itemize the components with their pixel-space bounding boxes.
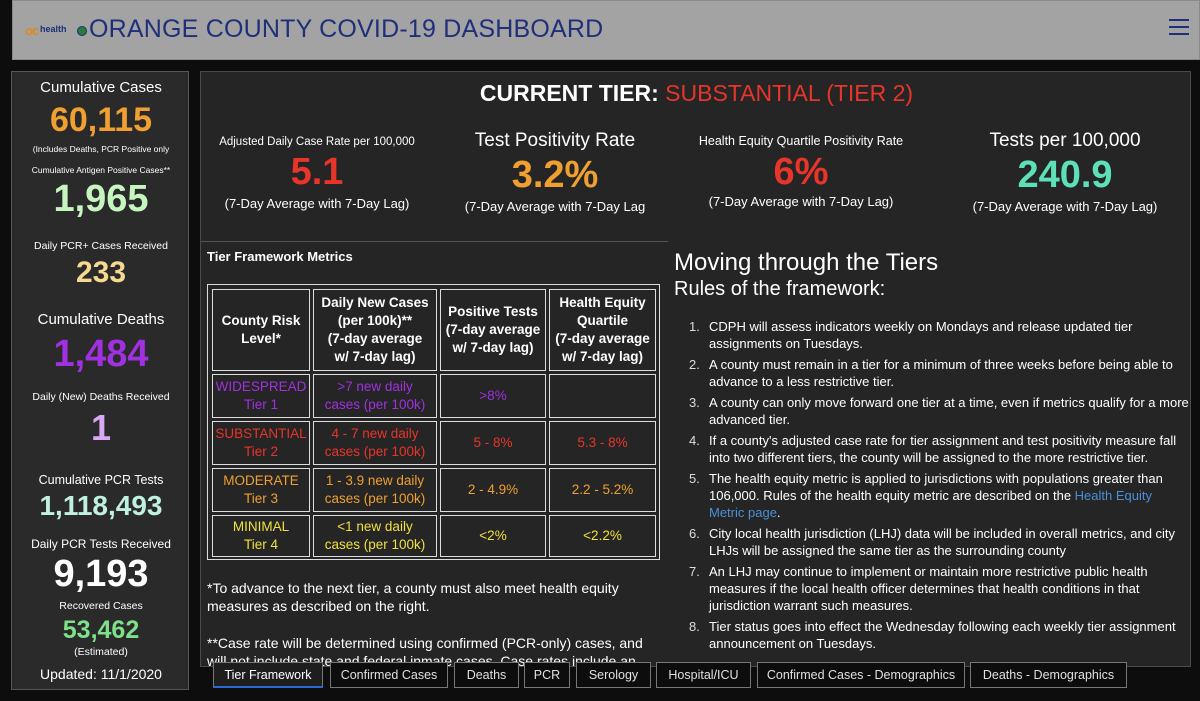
daily-pcr-tests-value: 9,193 [53, 553, 149, 595]
tab-hospital-icu[interactable]: Hospital/ICU [656, 662, 751, 688]
tab-confirmed-cases[interactable]: Confirmed Cases [330, 662, 448, 688]
page-title: ORANGE COUNTY COVID-19 DASHBOARD [89, 15, 604, 43]
row-widespread-equity [549, 374, 656, 418]
rule-item: 2. A county must remain in a tier for a m… [689, 357, 1173, 389]
case-rate-label: Adjusted Daily Case Rate per 100,000 [219, 136, 415, 148]
section-divider [201, 241, 668, 242]
row-minimal-positive: <2% [440, 515, 546, 557]
daily-pcr-positive-label: Daily PCR+ Cases Received [34, 240, 168, 252]
daily-deaths-value: 1 [90, 407, 112, 448]
case-rate-sub: (7-Day Average with 7-Day Lag) [224, 196, 410, 211]
health-equity-value: 6% [773, 151, 829, 193]
row-minimal-level: MINIMAL Tier 4 [212, 515, 310, 557]
test-positivity-label: Test Positivity Rate [474, 130, 636, 151]
test-positivity-value: 3.2% [511, 154, 599, 196]
moving-tiers-subtitle: Rules of the framework: [674, 278, 886, 300]
current-tier-heading: CURRENT TIER: SUBSTANTIAL (TIER 2) [201, 80, 1190, 107]
row-widespread-positive: >8% [440, 374, 546, 418]
cumulative-deaths-label: Cumulative Deaths [37, 311, 165, 328]
cumulative-pcr-tests-label: Cumulative PCR Tests [38, 473, 164, 487]
health-equity-label: Health Equity Quartile Positivity Rate [698, 134, 904, 148]
daily-pcr-tests-label: Daily PCR Tests Received [31, 537, 171, 551]
row-moderate-cases: 1 - 3.9 new daily cases (per 100k) [313, 468, 437, 512]
health-equity-link[interactable]: Health Equity Metric page [709, 488, 1152, 520]
tab-serology[interactable]: Serology [576, 662, 651, 688]
moving-tiers-title: Moving through the Tiers [674, 249, 939, 276]
tests-per-100k-label: Tests per 100,000 [989, 130, 1141, 151]
oc-health-logo: oc health [25, 23, 87, 39]
tier-framework-table: County Risk Level* Daily New Cases (per 10… [207, 284, 660, 560]
row-moderate-level: MODERATE Tier 3 [212, 468, 310, 512]
tests-per-100k-metric: Tests per 100,000 240.9 (7-Day Average w… [949, 130, 1181, 214]
rule-item: 3. A county can only move forward one tie… [689, 395, 1189, 427]
tier-panel: CURRENT TIER: SUBSTANTIAL (TIER 2) Adjus… [200, 71, 1191, 667]
logo-health-text: health [40, 24, 67, 34]
tab-deaths[interactable]: Deaths [454, 662, 519, 688]
recovered-note: (Estimated) [74, 646, 128, 658]
case-rate-value: 5.1 [290, 151, 344, 193]
tab-tier-framework[interactable]: Tier Framework [213, 662, 323, 688]
row-minimal-equity: <2.2% [549, 515, 656, 557]
tab-deaths-demographics[interactable]: Deaths - Demographics [970, 662, 1127, 688]
cumulative-cases-label: Cumulative Cases [40, 79, 162, 96]
health-equity-metric: Health Equity Quartile Positivity Rate 6… [681, 134, 921, 209]
tab-pcr[interactable]: PCR [524, 662, 570, 688]
updated-date: Updated: 11/1/2020 [40, 666, 162, 682]
framework-note-1: *To advance to the next tier, a county m… [207, 580, 619, 614]
rule-item: 6. City local health jurisdiction (LHJ) d… [689, 526, 1176, 558]
case-rate-metric: Adjusted Daily Case Rate per 100,000 5.1… [201, 136, 433, 211]
stats-sidebar: Cumulative Cases 60,115 (Includes Deaths… [11, 71, 189, 690]
current-tier-status: SUBSTANTIAL (TIER 2) [665, 80, 914, 106]
antigen-label: Cumulative Antigen Positive Cases** [31, 165, 171, 175]
test-positivity-metric: Test Positivity Rate 3.2% (7-Day Average… [441, 130, 669, 214]
tests-per-100k-value: 240.9 [1017, 154, 1113, 196]
header-risk-level: County Risk Level* [212, 289, 310, 371]
row-substantial-equity: 5.3 - 8% [549, 421, 656, 465]
row-substantial-cases: 4 - 7 new daily cases (per 100k) [313, 421, 437, 465]
cumulative-pcr-tests-value: 1,118,493 [39, 490, 163, 521]
row-substantial-level: SUBSTANTIAL Tier 2 [212, 421, 310, 465]
daily-pcr-positive-value: 233 [75, 256, 127, 289]
health-equity-sub: (7-Day Average with 7-Day Lag) [708, 194, 894, 209]
logo-oc-text: oc [25, 23, 39, 38]
cumulative-deaths-value: 1,484 [53, 333, 149, 375]
header-positive-tests: Positive Tests (7-day average w/ 7-day lag… [440, 289, 546, 371]
rule-item: 7. An LHJ may continue to implement or ma… [689, 564, 1148, 613]
cumulative-cases-value: 60,115 [49, 101, 153, 139]
tests-per-100k-sub: (7-Day Average with 7-Day Lag) [972, 199, 1158, 214]
header-health-equity: Health Equity Quartile (7-day average w/ 7-… [549, 289, 656, 371]
rule-item: 4. If a county's adjusted case rate for t… [689, 433, 1177, 465]
rule-item: 1. CDPH will assess indicators weekly on … [689, 319, 1133, 351]
test-positivity-sub: (7-Day Average with 7-Day Lag [464, 199, 646, 214]
dashboard-header: oc health ORANGE COUNTY COVID-19 DASHBOA… [12, 0, 1200, 60]
row-moderate-equity: 2.2 - 5.2% [549, 468, 656, 512]
current-tier-prefix: CURRENT TIER: [479, 80, 666, 106]
daily-deaths-label: Daily (New) Deaths Received [32, 391, 170, 403]
hamburger-menu-icon[interactable] [1169, 19, 1189, 37]
row-moderate-positive: 2 - 4.9% [440, 468, 546, 512]
row-widespread-cases: >7 new daily cases (per 100k) [313, 374, 437, 418]
rule-item: 5. The health equity metric is applied to… [689, 471, 1163, 520]
rules-list: 1. CDPH will assess indicators weekly on … [689, 318, 1189, 656]
logo-globe-icon [77, 26, 87, 36]
cumulative-cases-note: (Includes Deaths, PCR Positive only [32, 144, 170, 154]
rule-item: 8. Tier status goes into effect the Wedne… [689, 619, 1176, 651]
tab-confirmed-cases-demographics[interactable]: Confirmed Cases - Demographics [757, 662, 965, 688]
row-substantial-positive: 5 - 8% [440, 421, 546, 465]
row-minimal-cases: <1 new daily cases (per 100k) [313, 515, 437, 557]
recovered-label: Recovered Cases [59, 600, 143, 612]
header-daily-new-cases: Daily New Cases (per 100k)** (7-day averag… [313, 289, 437, 371]
recovered-value: 53,462 [62, 616, 140, 644]
antigen-value: 1,965 [53, 178, 149, 220]
row-widespread-level: WIDESPREAD Tier 1 [212, 374, 310, 418]
framework-title: Tier Framework Metrics [207, 249, 353, 264]
